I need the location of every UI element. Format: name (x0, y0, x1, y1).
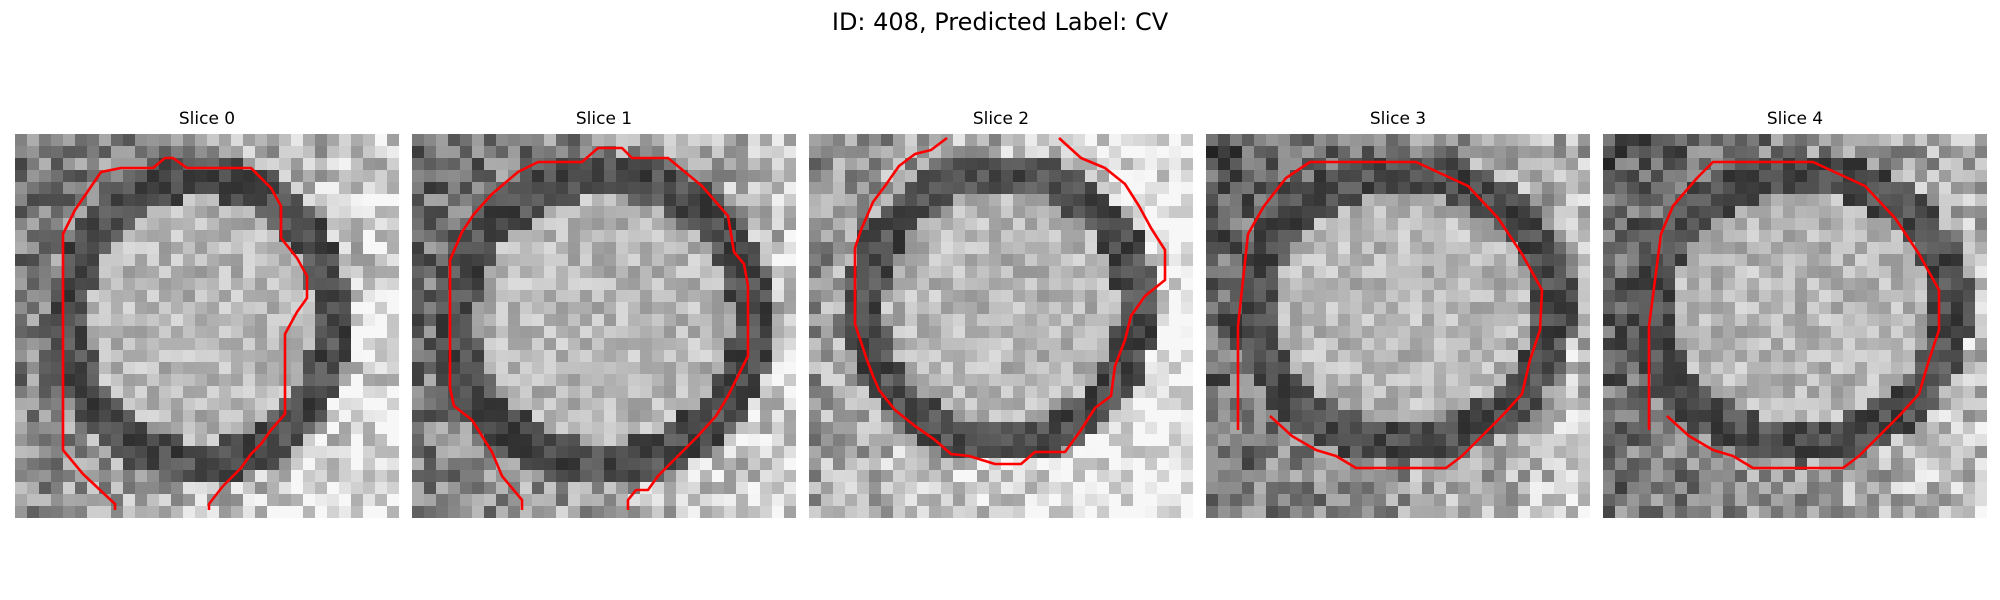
slice-title-2: Slice 2 (972, 109, 1030, 129)
contour-line-0 (61, 156, 309, 510)
slice-image-0 (15, 134, 399, 518)
slice-image-2 (809, 134, 1193, 518)
contour-line-1 (448, 146, 750, 510)
slice-title-4: Slice 4 (1766, 109, 1824, 129)
figure-title: ID: 408, Predicted Label: CV (831, 8, 1169, 36)
slice-title-3: Slice 3 (1369, 109, 1427, 129)
slice-image-3 (1206, 134, 1590, 518)
slice-image-1 (412, 134, 796, 518)
contour-line-3 (1236, 160, 1544, 470)
slice-title-0: Slice 0 (178, 109, 236, 129)
contour-line-2 (853, 136, 1167, 466)
slice-title-1: Slice 1 (575, 109, 633, 129)
contour-line-4 (1647, 160, 1941, 470)
slice-image-4 (1603, 134, 1987, 518)
